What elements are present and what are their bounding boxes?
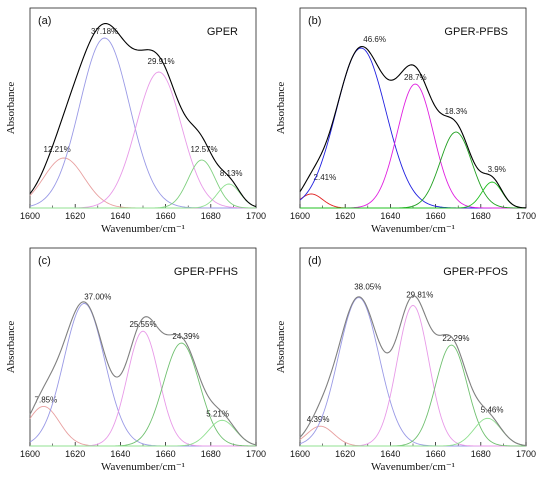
panel-3-envelope [299, 295, 527, 447]
panel-2-series-4 [30, 419, 257, 447]
panel-3-series-label-3: 22.29% [442, 334, 469, 343]
panel-1-series-label-0: 2.41% [314, 173, 337, 182]
panel-1-series-label-4: 3.9% [488, 165, 506, 174]
panel-1-xtick-label-1: 1620 [335, 211, 355, 221]
panel-0-series-3 [30, 159, 256, 209]
panel-0-xtick-label-5: 1700 [246, 211, 266, 221]
panel-0-xlabel: Wavenumber/cm⁻¹ [101, 223, 185, 235]
panel-0-panel-label: (a) [38, 15, 51, 27]
panel-1-xtick-label-2: 1640 [380, 211, 400, 221]
panel-2-envelope [29, 301, 257, 446]
panel-2-series-label-0: 7.85% [35, 395, 58, 404]
panel-0-series-4 [30, 183, 257, 209]
panel-0-ylabel: Absorbance [5, 82, 17, 135]
panel-1-ylabel: Absorbance [275, 82, 287, 135]
panel-3-series-label-0: 4.39% [307, 415, 330, 424]
panel-1-xtick-label-3: 1660 [426, 211, 446, 221]
panel-0-series-label-2: 29.91% [148, 57, 175, 66]
panel-3-xtick-label-2: 1640 [380, 449, 400, 459]
panel-1-panel-label: (b) [308, 15, 321, 27]
panel-3: 1600 1620 1640 1660 1680 1700 Wavenumber/cm⁻¹ A… [275, 247, 536, 473]
panel-1-xlabel: Wavenumber/cm⁻¹ [371, 223, 455, 235]
panel-3-panel-label: (d) [308, 255, 321, 267]
panel-1-series-1 [299, 47, 526, 209]
panel-0-xtick-label-3: 1660 [156, 211, 176, 221]
panel-0-xtick-label-4: 1680 [201, 211, 221, 221]
panel-0: 1600 1620 1640 1660 1680 1700 Wavenumber/cm⁻¹ A… [5, 7, 266, 235]
panel-3-xtick-label-1: 1620 [335, 449, 355, 459]
panel-2-series-label-2: 25.55% [129, 320, 156, 329]
panel-2-xtick-label-3: 1660 [156, 449, 176, 459]
panel-2-xtick-label-4: 1680 [201, 449, 221, 459]
panel-3-xtick-label-3: 1660 [426, 449, 446, 459]
panel-1-envelope [299, 45, 527, 209]
panel-3-series-4 [300, 417, 527, 447]
panel-3-xtick-label-4: 1680 [471, 449, 491, 459]
panel-0-series-label-0: 12.21% [44, 145, 71, 154]
panel-3-ylabel: Absorbance [275, 321, 287, 374]
panel-0-xtick-label-0: 1600 [20, 211, 40, 221]
panel-1-xtick-label-5: 1700 [516, 211, 536, 221]
panel-0-frame [29, 7, 257, 209]
panel-0-xtick-label-2: 1640 [110, 211, 130, 221]
panel-2-series-label-3: 24.39% [172, 332, 199, 341]
panel-1-title: GPER-PFBS [444, 26, 508, 38]
panel-0-series-label-4: 8.13% [220, 169, 243, 178]
panel-3-series-label-2: 29.81% [406, 291, 433, 300]
panel-2-ylabel: Absorbance [5, 321, 17, 374]
panel-0-xtick-label-1: 1620 [65, 211, 85, 221]
panel-0-series-0 [29, 157, 256, 209]
panel-3-series-1 [299, 297, 526, 447]
panel-1-series-label-1: 46.6% [363, 35, 386, 44]
panel-2-xtick-label-1: 1620 [65, 449, 85, 459]
panel-2-series-label-1: 37.00% [84, 292, 111, 301]
panel-0-envelope [29, 23, 257, 208]
panel-1-xtick-label-0: 1600 [290, 211, 310, 221]
panel-3-series-label-1: 38.05% [354, 283, 381, 292]
panel-0-series-label-1: 37.18% [91, 27, 118, 36]
panel-3-series-3 [300, 344, 526, 447]
panel-2-xtick-label-2: 1640 [110, 449, 130, 459]
panel-3-series-label-4: 5.46% [481, 405, 504, 414]
panel-2-xtick-label-0: 1600 [20, 449, 40, 459]
panel-1-series-4 [300, 181, 527, 209]
panel-2-panel-label: (c) [38, 255, 51, 267]
panel-2-xlabel: Wavenumber/cm⁻¹ [101, 461, 185, 473]
panel-1-series-label-3: 18.3% [445, 107, 468, 116]
panel-0-series-label-3: 12.57% [190, 145, 217, 154]
panel-0-series-1 [29, 37, 256, 209]
panel-0-title: GPER [207, 26, 238, 38]
panel-3-xtick-label-5: 1700 [516, 449, 536, 459]
panel-3-series-0 [299, 425, 526, 447]
panel-1-series-label-2: 28.7% [404, 73, 427, 82]
panel-3-xlabel: Wavenumber/cm⁻¹ [371, 461, 455, 473]
panel-2: 1600 1620 1640 1660 1680 1700 Wavenumber/cm⁻¹ A… [5, 247, 266, 473]
panel-2-series-label-4: 5.21% [206, 409, 229, 418]
panel-2-xtick-label-5: 1700 [246, 449, 266, 459]
panel-3-xtick-label-0: 1600 [290, 449, 310, 459]
panel-2-title: GPER-PFHS [174, 266, 238, 278]
panel-1: 1600 1620 1640 1660 1680 1700 Wavenumber/cm⁻¹ A… [275, 7, 536, 235]
panel-1-xtick-label-4: 1680 [471, 211, 491, 221]
panel-3-title: GPER-PFOS [443, 266, 508, 278]
